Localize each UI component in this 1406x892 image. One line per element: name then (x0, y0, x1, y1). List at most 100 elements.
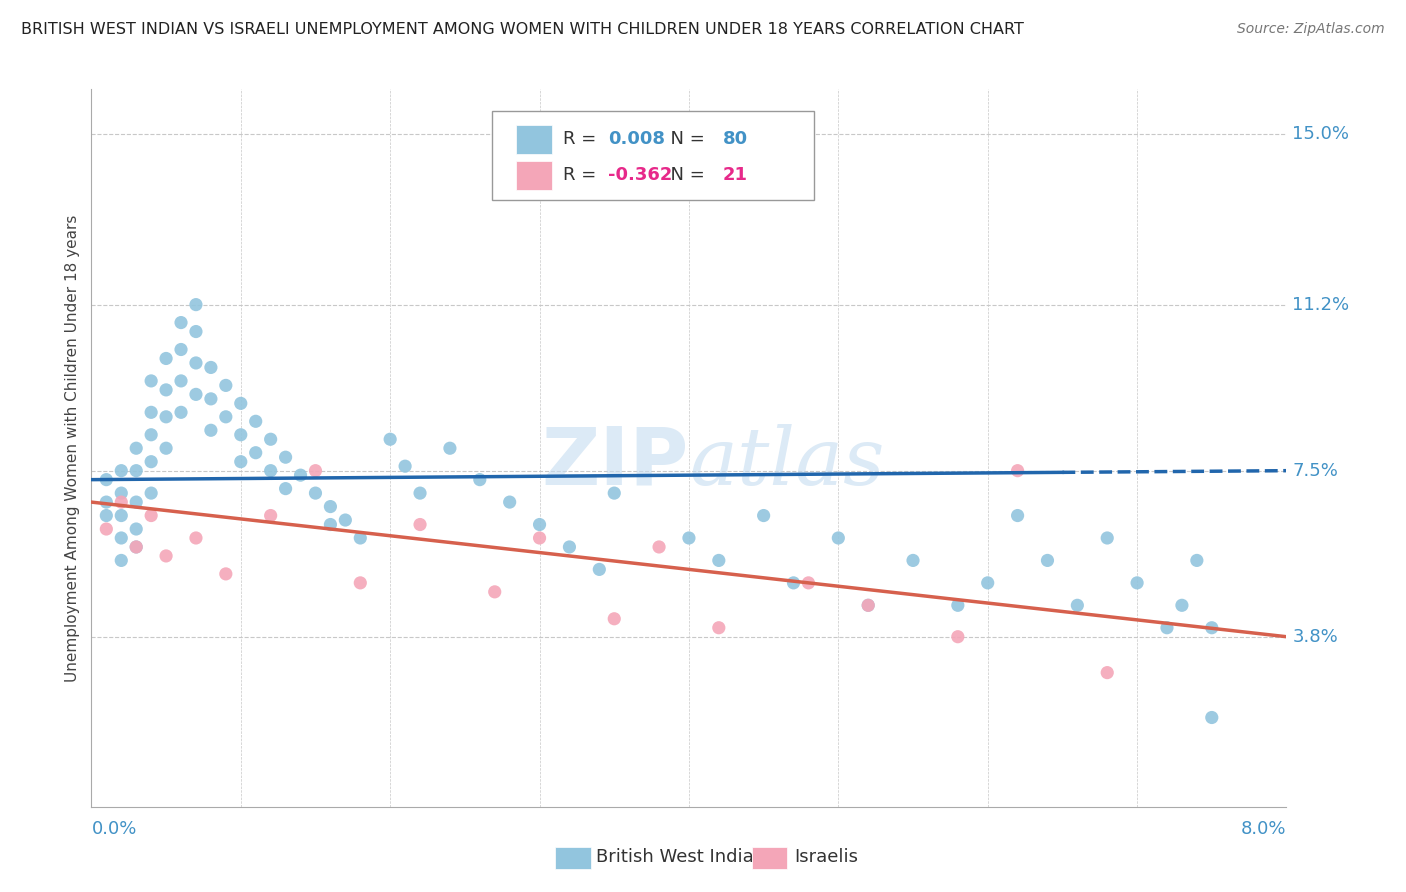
Point (125, 464, 148, 478)
Point (707, 553, 730, 567)
FancyBboxPatch shape (516, 125, 551, 153)
Point (125, 442, 148, 455)
Text: N =: N = (659, 167, 710, 185)
Text: Source: ZipAtlas.com: Source: ZipAtlas.com (1237, 22, 1385, 37)
Text: British West Indians: British West Indians (596, 848, 775, 866)
Point (648, 540, 671, 554)
Point (110, 464, 132, 478)
Point (96, 473, 118, 487)
Point (110, 531, 132, 545)
Text: atlas: atlas (689, 424, 884, 501)
Point (125, 495, 148, 509)
Text: ZIP: ZIP (541, 424, 689, 501)
Point (141, 486, 162, 500)
Point (170, 374, 193, 388)
Point (678, 531, 700, 545)
Point (155, 351, 177, 366)
Point (409, 517, 432, 532)
Point (976, 575, 998, 590)
Point (274, 450, 297, 465)
Point (274, 482, 297, 496)
Point (141, 455, 162, 469)
Point (498, 495, 520, 509)
Text: 0.0%: 0.0% (91, 820, 136, 838)
Point (184, 387, 207, 401)
Point (155, 549, 177, 563)
Point (901, 553, 924, 567)
Point (155, 442, 177, 455)
Point (439, 442, 461, 455)
Point (1156, 621, 1178, 635)
Point (946, 599, 969, 613)
Text: 80: 80 (723, 130, 748, 148)
Point (1007, 464, 1029, 478)
Point (856, 599, 880, 613)
Point (827, 531, 849, 545)
Point (1097, 531, 1119, 545)
Point (170, 316, 193, 330)
Point (529, 531, 551, 545)
Text: 21: 21 (723, 167, 748, 185)
Point (96, 522, 118, 536)
Point (304, 464, 326, 478)
Text: R =: R = (564, 130, 602, 148)
Point (259, 464, 281, 478)
Point (1126, 575, 1149, 590)
Point (1066, 599, 1088, 613)
Point (110, 508, 132, 523)
Point (155, 409, 177, 424)
Point (304, 486, 326, 500)
Point (588, 562, 610, 576)
Text: -0.362: -0.362 (607, 167, 672, 185)
Text: 11.2%: 11.2% (1292, 295, 1350, 314)
Text: Israelis: Israelis (794, 848, 859, 866)
Text: R =: R = (564, 167, 602, 185)
Point (215, 378, 238, 392)
Point (1201, 621, 1223, 635)
Point (529, 517, 551, 532)
Point (707, 621, 730, 635)
Point (603, 486, 626, 500)
Point (229, 396, 252, 410)
Point (633, 149, 655, 163)
Point (96, 495, 118, 509)
FancyBboxPatch shape (516, 161, 551, 190)
Point (141, 405, 162, 419)
Point (409, 486, 432, 500)
Point (319, 517, 342, 532)
Text: N =: N = (659, 130, 710, 148)
Point (378, 432, 402, 446)
Point (394, 459, 416, 474)
Point (349, 531, 371, 545)
Point (170, 405, 193, 419)
Point (110, 495, 132, 509)
Point (1036, 553, 1059, 567)
Point (141, 508, 162, 523)
Text: 15.0%: 15.0% (1292, 125, 1350, 143)
Point (125, 522, 148, 536)
Point (468, 473, 491, 487)
Point (155, 383, 177, 397)
Point (125, 540, 148, 554)
Point (319, 500, 342, 514)
Point (603, 612, 626, 626)
Point (484, 585, 506, 599)
Point (215, 566, 238, 581)
Point (110, 486, 132, 500)
Point (184, 325, 207, 339)
Point (141, 427, 162, 442)
Point (229, 427, 252, 442)
Point (200, 360, 222, 375)
Point (349, 575, 371, 590)
Point (184, 356, 207, 370)
Point (782, 575, 804, 590)
Text: 7.5%: 7.5% (1292, 462, 1339, 480)
Point (184, 531, 207, 545)
Point (946, 630, 969, 644)
Point (259, 508, 281, 523)
Point (290, 468, 312, 483)
Point (1171, 599, 1194, 613)
Point (1185, 553, 1208, 567)
Point (558, 540, 581, 554)
Point (200, 423, 222, 437)
